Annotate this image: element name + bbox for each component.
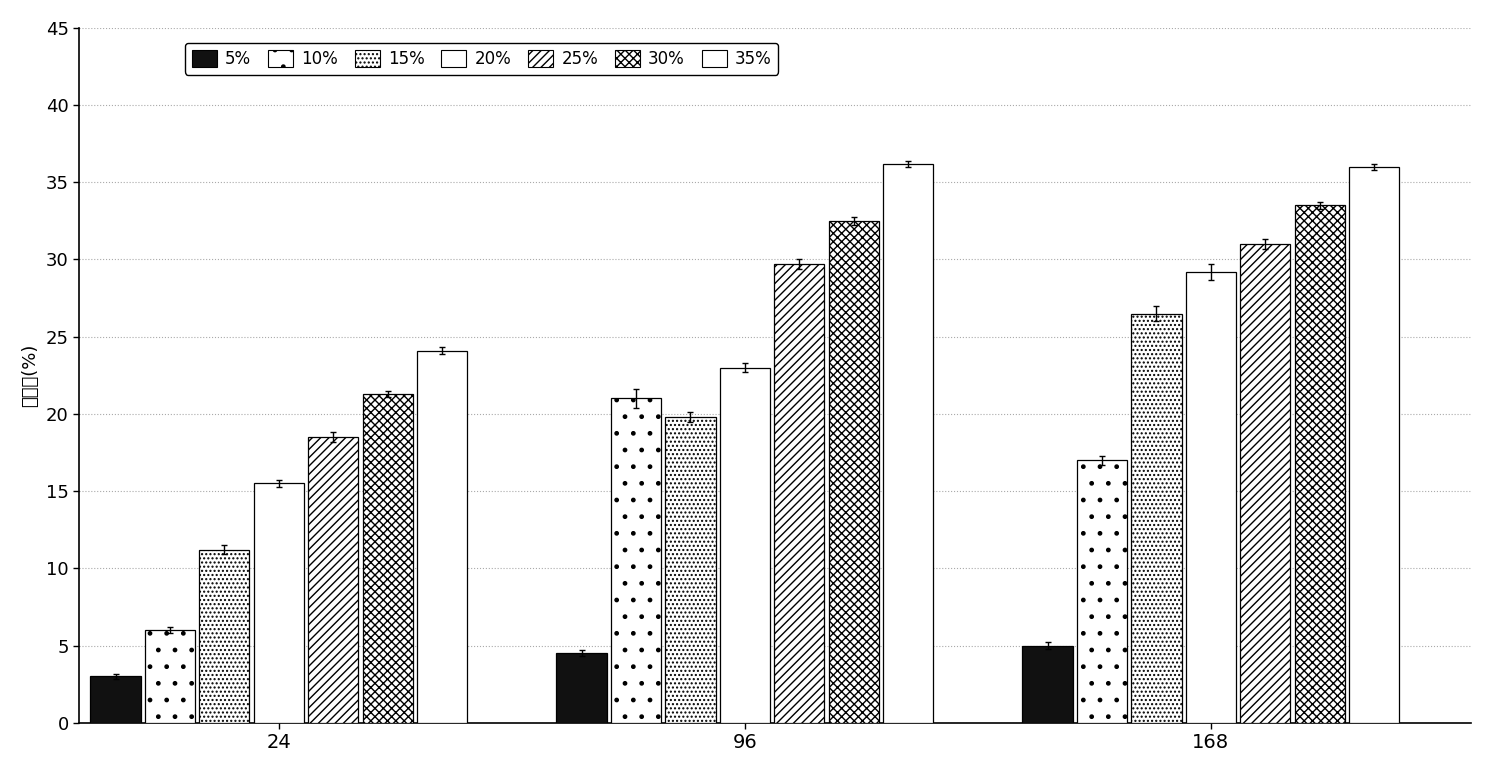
Bar xyxy=(883,164,934,723)
Bar xyxy=(1077,460,1126,723)
Bar xyxy=(774,264,825,723)
Bar xyxy=(91,676,140,723)
Bar xyxy=(610,398,661,723)
Bar xyxy=(557,653,607,723)
Bar xyxy=(828,221,879,723)
Bar xyxy=(719,368,770,723)
Y-axis label: 冇降率(%): 冇降率(%) xyxy=(21,344,39,407)
Bar xyxy=(418,351,467,723)
Bar xyxy=(1240,244,1291,723)
Bar xyxy=(363,393,413,723)
Bar xyxy=(145,630,195,723)
Bar xyxy=(1295,206,1344,723)
Bar xyxy=(1022,645,1073,723)
Bar xyxy=(309,437,358,723)
Bar xyxy=(665,417,716,723)
Bar xyxy=(1131,314,1182,723)
Bar xyxy=(1186,272,1235,723)
Legend: 5%, 10%, 15%, 20%, 25%, 30%, 35%: 5%, 10%, 15%, 20%, 25%, 30%, 35% xyxy=(185,43,779,75)
Bar xyxy=(1349,167,1399,723)
Bar xyxy=(254,483,304,723)
Bar xyxy=(200,550,249,723)
